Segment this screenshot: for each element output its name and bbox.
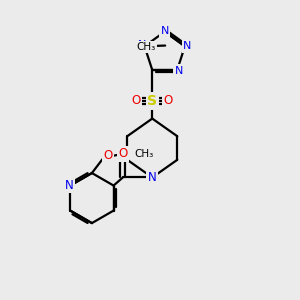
Text: O: O bbox=[118, 147, 128, 161]
Text: N: N bbox=[148, 171, 157, 184]
Text: S: S bbox=[147, 94, 157, 108]
Text: N: N bbox=[183, 41, 191, 51]
Text: N: N bbox=[137, 40, 146, 50]
Text: N: N bbox=[64, 179, 73, 192]
Text: O: O bbox=[103, 149, 112, 162]
Text: CH₃: CH₃ bbox=[136, 42, 156, 52]
Text: N: N bbox=[160, 26, 169, 36]
Text: O: O bbox=[164, 94, 173, 107]
Text: N: N bbox=[175, 66, 183, 76]
Text: O: O bbox=[131, 94, 141, 107]
Text: CH₃: CH₃ bbox=[135, 149, 154, 159]
